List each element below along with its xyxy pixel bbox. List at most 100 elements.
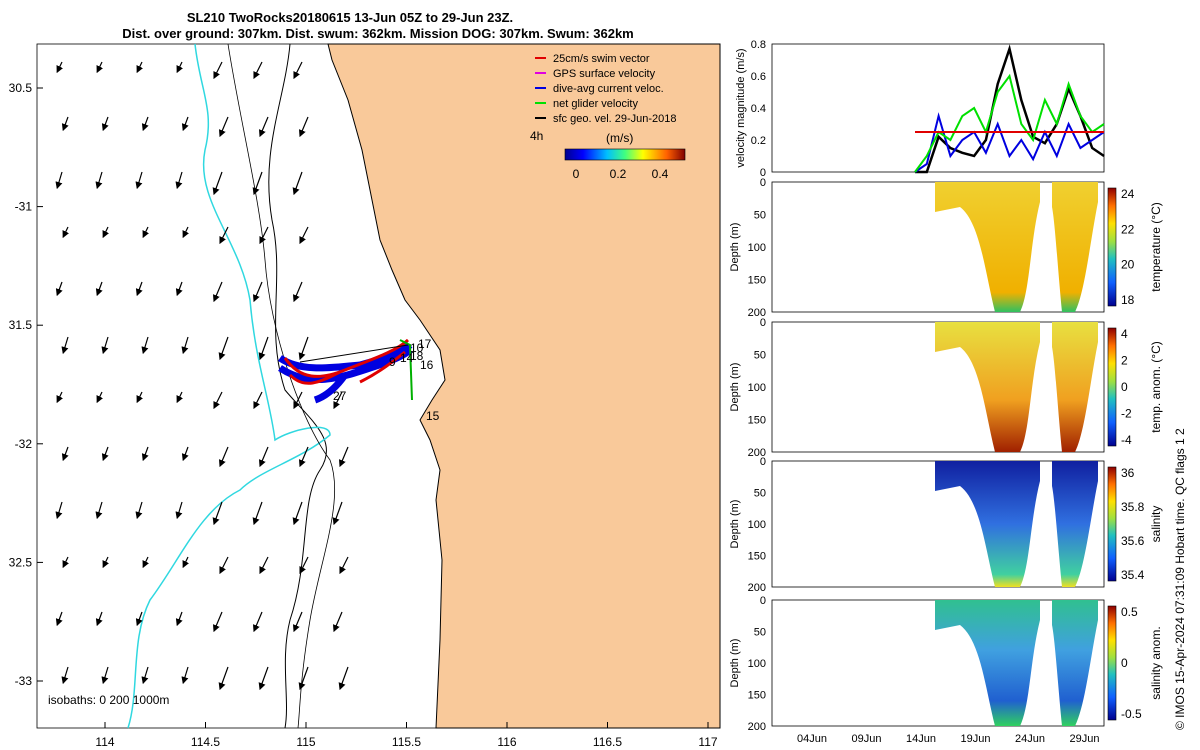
surface-velocity-arrow: [181, 446, 189, 462]
surface-velocity-arrow: [181, 116, 189, 132]
section-plume-1: [935, 461, 1040, 587]
velocity-colorbar: [564, 148, 686, 161]
depth-tick-label: 100: [748, 519, 766, 531]
colorbar-tick-label: 2: [1121, 354, 1128, 368]
surface-velocity-arrow: [299, 556, 309, 575]
depth-tick-label: 100: [748, 382, 766, 394]
surface-velocity-arrow: [219, 446, 229, 468]
colorbar-tick-label: 35.4: [1121, 568, 1145, 582]
section-colorbar: [1107, 466, 1117, 582]
surface-velocity-arrow: [339, 556, 349, 575]
surface-velocity-arrow: [95, 501, 103, 520]
surface-velocity-arrow: [142, 556, 150, 569]
surface-velocity-arrow: [61, 336, 69, 355]
section-plume-2: [1052, 600, 1098, 726]
colorbar-tick-label: 35.6: [1121, 534, 1145, 548]
colorbar-tick-label: 0: [1121, 380, 1128, 394]
map-y-tick-label: -31: [15, 200, 33, 214]
surface-velocity-arrow: [95, 281, 103, 297]
isobath-200m: [268, 43, 327, 729]
surface-velocity-arrow: [212, 171, 223, 196]
velocity-y-label: velocity magnitude (m/s): [735, 48, 747, 167]
depth-tick-label: 0: [760, 317, 766, 329]
surface-velocity-arrow: [259, 226, 269, 245]
surface-velocity-arrow: [292, 501, 303, 526]
track-label-17: 17: [418, 337, 432, 351]
isobaths-label: isobaths: 0 200 1000m: [48, 693, 169, 707]
map-x-tick-label: 117: [698, 735, 717, 749]
surface-velocity-arrow: [61, 446, 69, 462]
panel-3: 0 50 100 150 200 Depth (m) 36 35.8 35.6 35.4 salin…: [729, 456, 1163, 594]
surface-velocity-arrow: [253, 611, 263, 633]
surface-velocity-arrow: [55, 281, 63, 297]
surface-velocity-arrow: [258, 666, 269, 691]
section-plume-2: [1052, 461, 1098, 587]
depth-tick-label: 150: [748, 275, 766, 287]
surface-velocity-arrow: [252, 501, 263, 526]
colorbar-tick-label: 35.8: [1121, 500, 1145, 514]
surface-velocity-arrow: [182, 226, 190, 239]
surface-velocity-vectors: [55, 61, 349, 691]
map-x-tick-label: 115: [296, 735, 315, 749]
surface-velocity-arrow: [332, 501, 343, 526]
surface-velocity-arrow: [176, 391, 184, 404]
surface-velocity-arrow: [56, 391, 64, 404]
depth-tick-label: 0: [760, 595, 766, 607]
surface-velocity-arrow: [298, 336, 309, 361]
glider-track-green: [399, 339, 413, 401]
depth-tick-label: 150: [748, 415, 766, 427]
surface-velocity-arrow: [142, 226, 150, 239]
depth-y-label: Depth (m): [729, 639, 741, 688]
depth-y-label: Depth (m): [729, 223, 741, 272]
surface-velocity-arrow: [62, 226, 70, 239]
surface-velocity-arrow: [141, 666, 149, 685]
surface-velocity-arrow: [253, 281, 263, 303]
track-label-18: 18: [410, 349, 424, 363]
surface-velocity-arrow: [293, 391, 303, 410]
surface-velocity-arrow: [338, 666, 349, 691]
surface-velocity-arrow: [96, 61, 104, 74]
time-x-tick-label: 24Jun: [1015, 733, 1045, 745]
surface-velocity-arrow: [55, 501, 63, 520]
section-colorbar: [1107, 327, 1117, 447]
track-label-14: 14: [400, 351, 414, 365]
glider-track-black: [299, 344, 409, 363]
depth-tick-label: 100: [748, 658, 766, 670]
glider-track-red: [283, 338, 410, 385]
depth-tick-label: 0: [760, 177, 766, 189]
colorbar-tick-label: -0.5: [1121, 707, 1142, 721]
section-colorbar: [1107, 605, 1117, 721]
surface-velocity-arrow: [253, 61, 263, 80]
surface-velocity-arrow: [61, 666, 69, 685]
surface-velocity-arrow: [135, 611, 143, 627]
colorbar-label: salinity anom.: [1149, 626, 1163, 699]
surface-velocity-arrow: [213, 391, 223, 410]
surface-velocity-arrow: [101, 116, 109, 132]
section-plume-2: [1052, 182, 1098, 312]
track-label-15: 15: [426, 409, 440, 423]
surface-velocity-arrow: [96, 391, 104, 404]
colorbar-tick-label: -2: [1121, 407, 1132, 421]
surface-velocity-arrow: [219, 556, 229, 575]
map-x-tick-label: 114.5: [191, 735, 220, 749]
colorbar-tick-label: -4: [1121, 433, 1132, 447]
surface-velocity-arrow: [175, 171, 183, 190]
time-x-tick-label: 14Jun: [906, 733, 936, 745]
surface-velocity-arrow: [135, 281, 143, 297]
panel-0: 0 0.2 0.4 0.6 0.8 velocity magnitude (m/s): [735, 39, 1105, 179]
surface-velocity-arrow: [136, 391, 144, 404]
surface-velocity-arrow: [298, 666, 309, 691]
map-x-tick-label: 114: [95, 735, 114, 749]
depth-tick-label: 150: [748, 690, 766, 702]
track-label-10: 10: [410, 341, 424, 355]
time-series-panels: 0 0.2 0.4 0.6 0.8 velocity magnitude (m/s) 0 50…: [729, 39, 1163, 745]
depth-y-label: Depth (m): [729, 363, 741, 412]
surface-velocity-arrow: [56, 61, 64, 74]
surface-velocity-arrow: [333, 391, 343, 410]
colorbar-tick-label: 0.2: [610, 167, 627, 181]
surface-velocity-arrow: [181, 666, 189, 685]
colorbar-tick-label: 22: [1121, 222, 1135, 236]
velocity-colorbar-ticks: 0 0.2 0.4: [573, 167, 669, 181]
time-x-tick-label: 29Jun: [1070, 733, 1100, 745]
surface-velocity-arrow: [141, 116, 149, 132]
